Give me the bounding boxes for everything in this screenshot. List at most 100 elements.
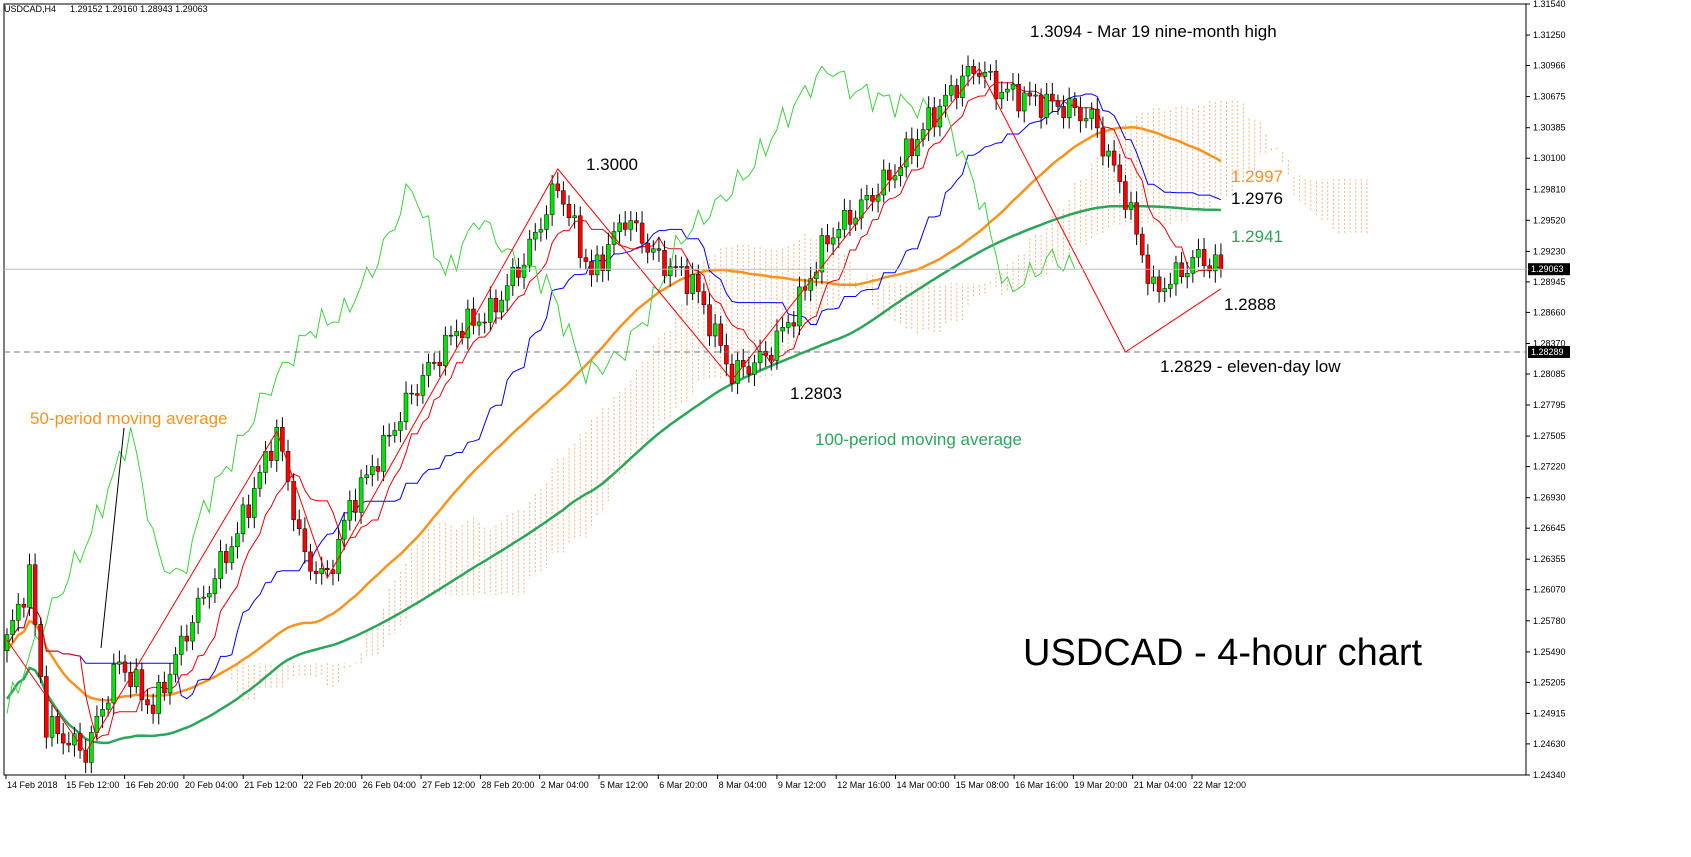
candle-body xyxy=(572,215,577,219)
time-tick-label: 16 Mar 16:00 xyxy=(1015,780,1068,790)
candle-body xyxy=(257,472,263,489)
indicator-lines xyxy=(5,65,1222,745)
candle-body xyxy=(937,105,943,128)
candle-body xyxy=(589,261,594,276)
time-tick-label: 27 Feb 12:00 xyxy=(422,780,475,790)
candle-body xyxy=(454,331,459,337)
candle-body xyxy=(38,624,43,677)
candle-body xyxy=(302,528,308,553)
price-tick-label: 1.26930 xyxy=(1533,493,1566,503)
ichimoku-cloud xyxy=(231,100,1368,702)
candle-body xyxy=(634,220,639,224)
candle-body xyxy=(263,451,268,473)
candle-body xyxy=(521,264,527,278)
annotation-ma50-label: 50-period moving average xyxy=(30,409,228,428)
price-tick-label: 1.26355 xyxy=(1533,554,1566,564)
candle-body xyxy=(465,308,471,339)
candle-body xyxy=(1038,94,1044,118)
annotation-resistance: 1.2976 xyxy=(1231,189,1283,208)
header-ohlc: 1.29152 1.29160 1.28943 1.29063 xyxy=(70,4,208,14)
candle-body xyxy=(370,466,375,476)
candle-body xyxy=(684,266,690,294)
time-tick-label: 6 Mar 20:00 xyxy=(659,780,707,790)
candle-body xyxy=(858,199,864,219)
candle-body xyxy=(1072,98,1078,109)
candle-body xyxy=(825,235,830,245)
candle-body xyxy=(381,434,386,472)
candle-body xyxy=(235,533,240,548)
candle-body xyxy=(577,215,583,258)
candle-body xyxy=(679,266,684,268)
current-price-tag-bg xyxy=(1528,263,1570,276)
candle-body xyxy=(72,733,77,746)
candle-body xyxy=(516,266,521,278)
candle-body xyxy=(628,220,634,230)
candle-body xyxy=(296,519,302,530)
candle-body xyxy=(1055,100,1061,107)
plot-frame xyxy=(3,3,1527,776)
candle-body xyxy=(1066,98,1072,119)
candle-body xyxy=(1106,150,1111,157)
candle-body xyxy=(1111,150,1117,166)
candle-body xyxy=(887,169,892,181)
ma50-pointer-line xyxy=(100,427,125,649)
candle-body xyxy=(122,661,128,673)
annotation-ma100-value: 1.2941 xyxy=(1231,227,1283,246)
time-tick-label: 28 Feb 20:00 xyxy=(481,780,534,790)
candle-body xyxy=(510,266,516,286)
candle-body xyxy=(1123,181,1128,210)
candle-body xyxy=(32,564,38,625)
candle-body xyxy=(819,235,825,273)
candle-body xyxy=(21,603,27,608)
candle-body xyxy=(252,488,257,518)
candle-body xyxy=(482,321,487,324)
annotation-support: 1.2888 xyxy=(1224,295,1276,314)
candle-body xyxy=(504,285,510,301)
candle-body xyxy=(606,244,611,271)
candle-body xyxy=(622,222,628,230)
candle-body xyxy=(735,360,740,384)
price-tick-label: 1.28085 xyxy=(1533,369,1566,379)
candle-body xyxy=(712,323,718,337)
candle-body xyxy=(1005,88,1010,93)
time-tick-label: 20 Feb 04:00 xyxy=(185,780,238,790)
candle-body xyxy=(190,622,195,642)
annotation-peak: 1.3000 xyxy=(586,155,638,174)
reference-price-tag: 1.28289 xyxy=(1531,347,1564,357)
candle-body xyxy=(375,466,381,472)
price-tick-label: 1.27795 xyxy=(1533,400,1566,410)
candle-body xyxy=(167,674,173,694)
candle-body xyxy=(836,229,842,239)
candle-body xyxy=(656,248,662,251)
time-tick-label: 12 Mar 16:00 xyxy=(837,780,890,790)
candle-body xyxy=(134,669,139,687)
candle-body xyxy=(1213,254,1218,272)
candle-body xyxy=(965,66,971,77)
candle-body xyxy=(111,664,117,704)
candle-body xyxy=(212,578,218,594)
candle-body xyxy=(145,699,150,706)
candle-body xyxy=(471,308,476,326)
time-tick-label: 26 Feb 04:00 xyxy=(363,780,416,790)
candle-body xyxy=(561,190,566,205)
annotation-low: 1.2829 - eleven-day low xyxy=(1160,357,1341,376)
candle-body xyxy=(448,334,454,337)
candle-body xyxy=(870,195,875,202)
candle-body xyxy=(1218,254,1224,270)
price-tick-label: 1.29230 xyxy=(1533,246,1566,256)
candle-body xyxy=(915,139,920,157)
candle-body xyxy=(774,330,780,361)
price-tick-label: 1.30675 xyxy=(1533,92,1566,102)
candle-body xyxy=(1173,262,1179,285)
candle-body xyxy=(44,676,49,738)
candle-body xyxy=(415,393,420,396)
price-tick-label: 1.30100 xyxy=(1533,153,1566,163)
time-tick-label: 14 Feb 2018 xyxy=(7,780,58,790)
price-tick-label: 1.25490 xyxy=(1533,647,1566,657)
candle-body xyxy=(347,500,353,521)
candle-body xyxy=(1201,249,1207,267)
candle-body xyxy=(150,704,156,714)
candle-body xyxy=(651,248,656,253)
candle-body xyxy=(769,355,774,361)
